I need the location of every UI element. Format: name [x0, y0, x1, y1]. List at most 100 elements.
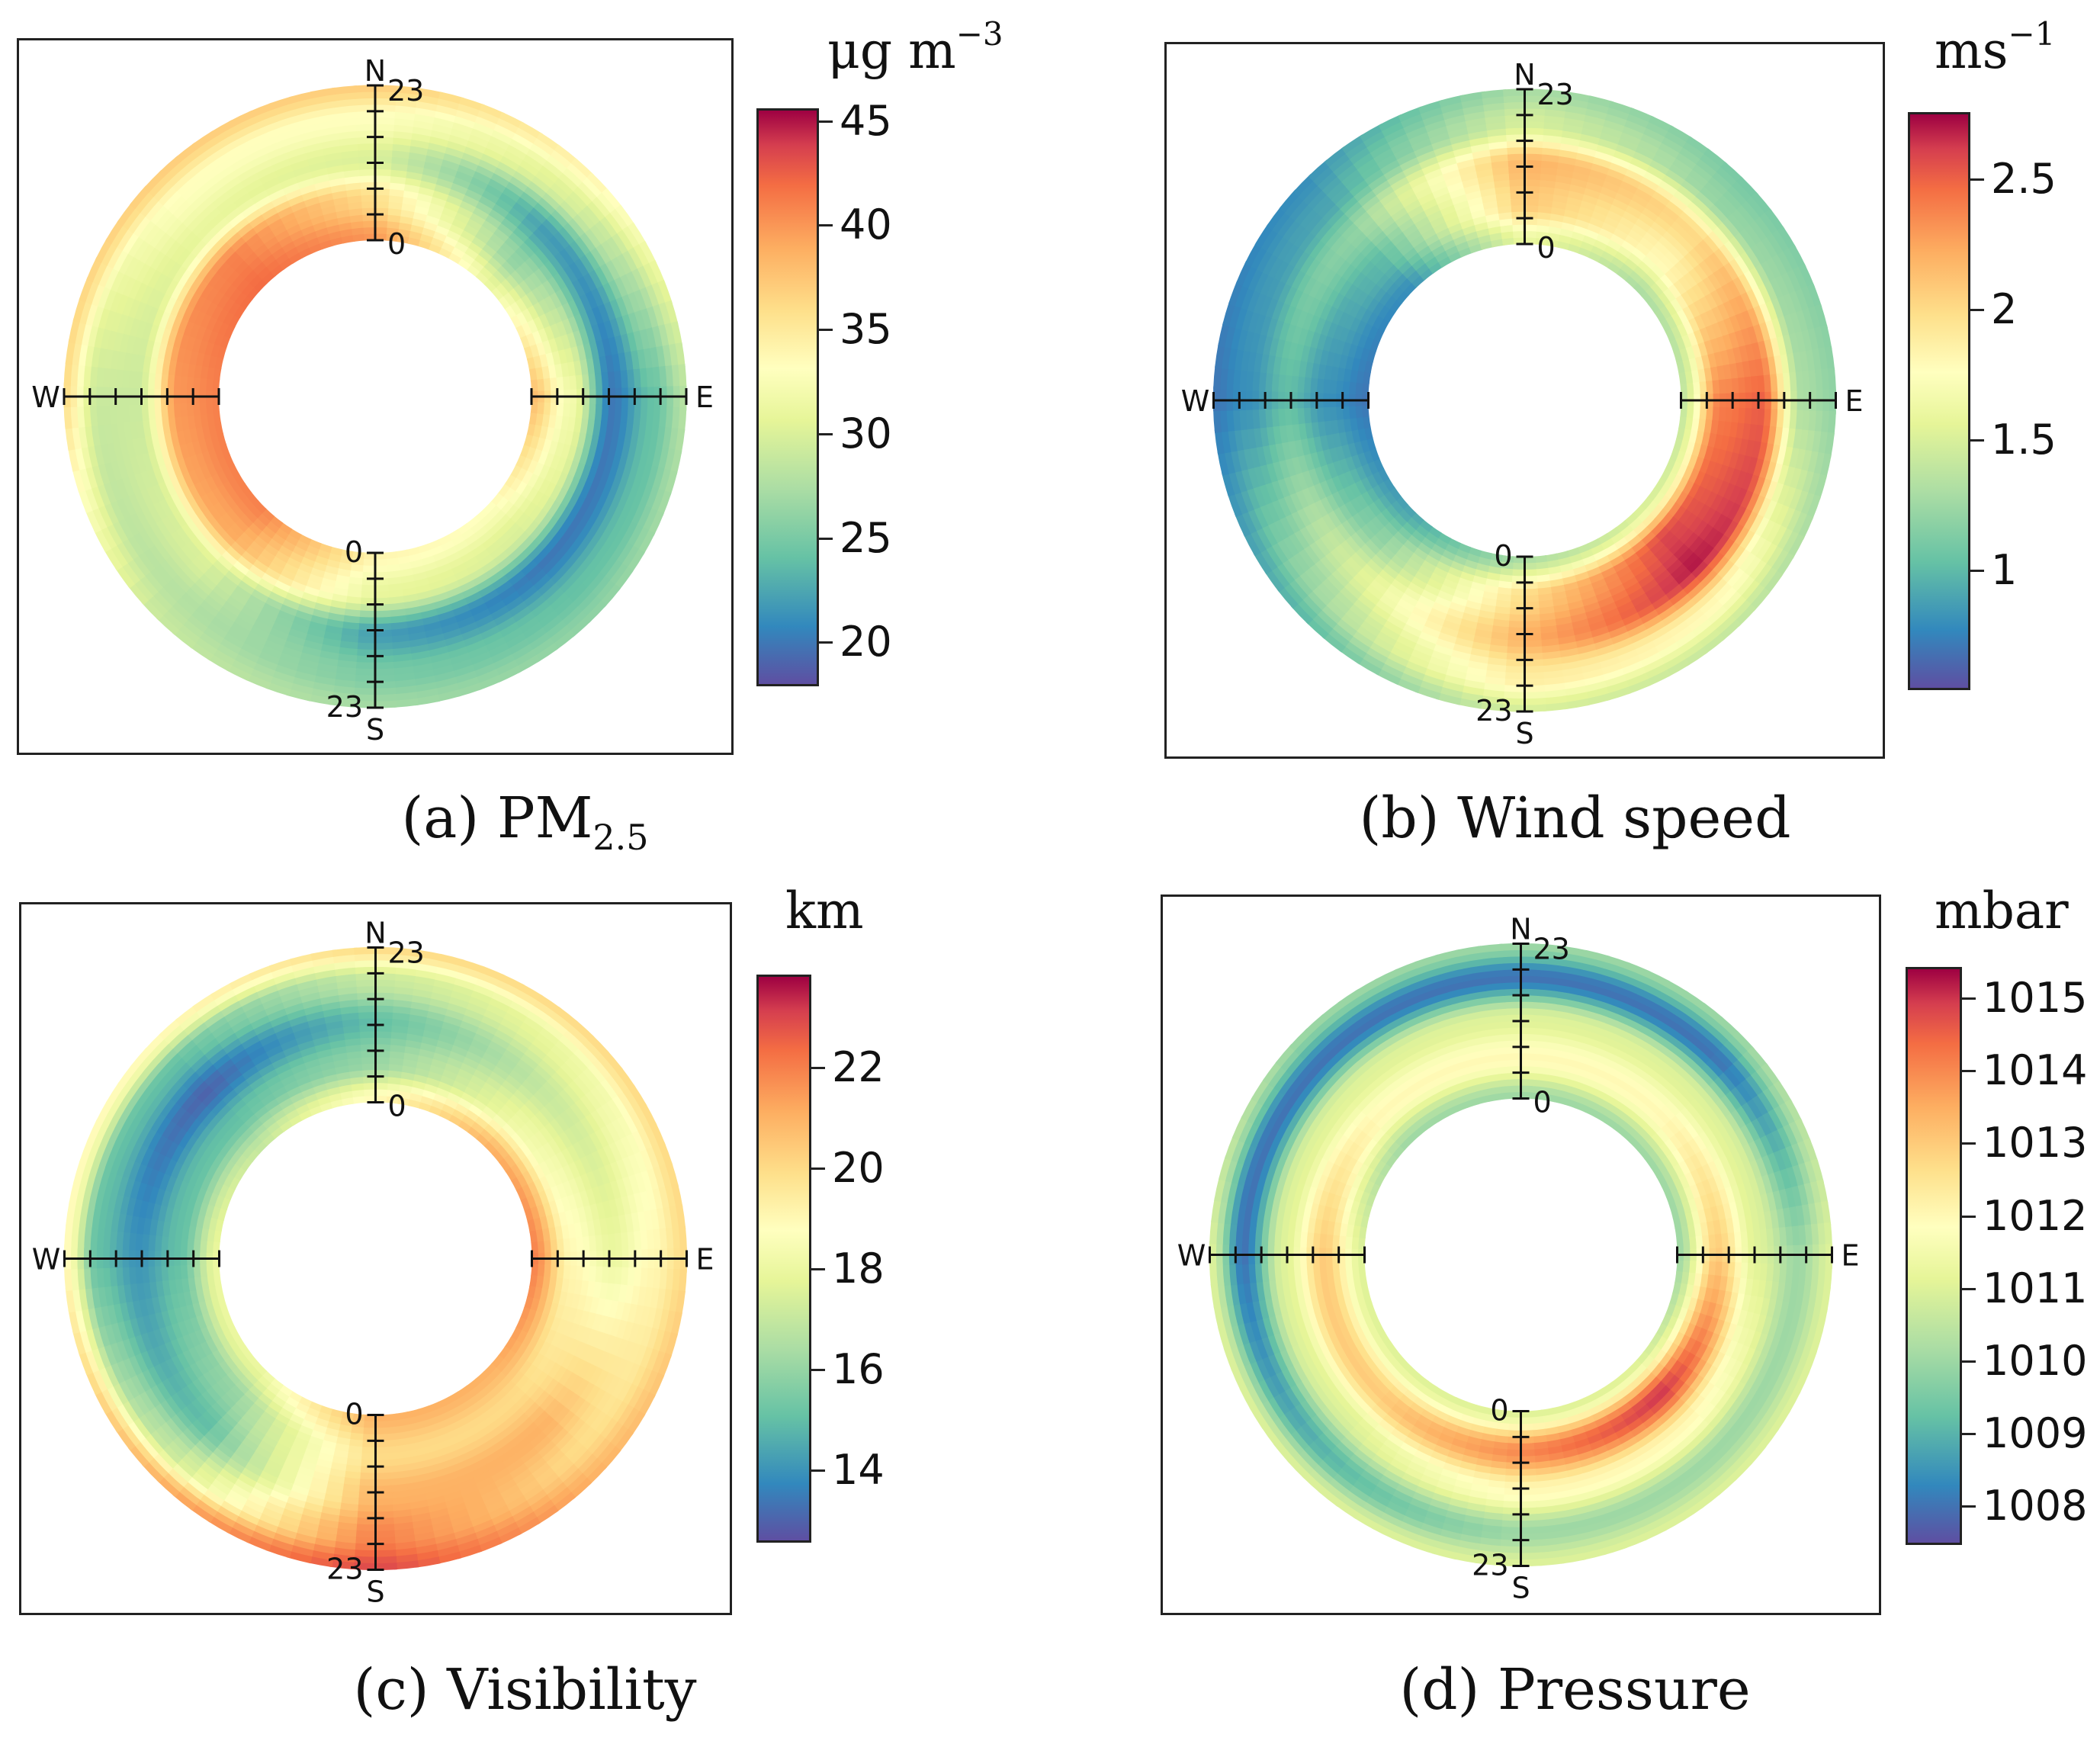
annulus-cell [1703, 368, 1713, 384]
annulus-cell [153, 386, 162, 405]
annulus-cell [1522, 588, 1539, 596]
annulus-cell [620, 545, 640, 570]
annulus-cell [1698, 570, 1718, 589]
annulus-cell [275, 1090, 292, 1104]
annulus-cell [352, 1089, 366, 1098]
annulus-cell [528, 233, 546, 251]
annulus-cell [531, 573, 551, 593]
annulus-cell [1763, 374, 1772, 395]
annulus-cell [256, 607, 278, 622]
annulus-cell [1640, 133, 1665, 150]
annulus-cell [1355, 318, 1368, 335]
annulus-cell [1589, 544, 1604, 557]
annulus-cell [454, 212, 472, 226]
annulus-cell [176, 175, 198, 196]
annulus-cell [1374, 253, 1391, 270]
annulus-cell [1602, 572, 1620, 586]
annulus-cell [419, 1101, 433, 1113]
annulus-cell [141, 320, 154, 340]
annulus-cell [352, 233, 366, 242]
annulus-cell [538, 512, 554, 531]
annulus-cell [515, 1128, 531, 1145]
annulus-cell [440, 628, 462, 641]
annulus-cell [348, 207, 364, 217]
annulus-cell [116, 271, 132, 295]
annulus-cell [552, 523, 570, 543]
annulus-cell [1777, 316, 1790, 339]
annulus-cell [615, 519, 632, 542]
annulus-cell [315, 548, 331, 560]
annulus-cell [1588, 251, 1603, 263]
annulus-cell [584, 228, 603, 250]
annulus-cell [1696, 159, 1719, 179]
annulus-cell [633, 243, 651, 269]
annulus-cell [1615, 649, 1639, 664]
annulus-cell [98, 262, 114, 287]
annulus-cell [442, 634, 464, 647]
annulus-cell [1732, 181, 1754, 204]
annulus-cell [1265, 460, 1278, 483]
annulus-cell [633, 462, 647, 486]
annulus-cell [416, 94, 442, 106]
annulus-cell [1770, 525, 1787, 550]
annulus-cell [1320, 317, 1333, 336]
annulus-cell [1682, 232, 1700, 250]
annulus-cell [533, 1164, 547, 1181]
annulus-cell [473, 207, 491, 222]
annulus-cell [1777, 226, 1797, 251]
annulus-cell [136, 261, 153, 283]
annulus-cell [265, 181, 285, 196]
annulus-cell [626, 480, 641, 504]
annulus-cell [128, 454, 141, 475]
annulus-cell [522, 502, 538, 519]
annulus-cell [307, 154, 328, 166]
annulus-cell [1709, 494, 1724, 513]
annulus-cell [564, 244, 582, 265]
annulus-cell [627, 461, 641, 484]
annulus-cell [580, 232, 598, 254]
annulus-cell [87, 323, 99, 347]
annulus-cell [1563, 587, 1581, 599]
annulus-cell [566, 445, 578, 464]
annulus-cell [301, 585, 320, 597]
annulus-cell [154, 230, 172, 252]
annulus-cell [1522, 620, 1541, 628]
annulus-cell [527, 544, 544, 562]
annulus-cell [587, 201, 608, 223]
annulus-cell [347, 1438, 363, 1447]
annulus-cell [528, 1181, 540, 1197]
annulus-cell [422, 227, 438, 239]
annulus-cell [1308, 561, 1328, 583]
annulus-cell [482, 243, 499, 259]
unit-label: ms−1 [1935, 15, 2056, 80]
annulus-cell [373, 1440, 389, 1448]
annulus-cell [430, 196, 449, 208]
annulus-cell [1290, 373, 1299, 393]
annulus-cell [1575, 152, 1597, 165]
annulus-cell [1685, 345, 1697, 361]
annulus-cell [1687, 302, 1702, 320]
annulus-cell [495, 198, 515, 214]
annulus-cell [527, 1219, 537, 1233]
annulus-cell [519, 242, 537, 259]
annulus-cell [1681, 179, 1703, 199]
annulus-cell [1673, 190, 1694, 208]
annulus-cell [614, 439, 625, 461]
annulus-cell [456, 1407, 473, 1421]
annulus-cell [1434, 249, 1450, 262]
annulus-cell [1404, 557, 1421, 572]
annulus-cell [1326, 626, 1350, 647]
annulus-cell [126, 533, 144, 557]
annulus-cell [574, 258, 591, 279]
annulus-cell [398, 222, 414, 232]
annulus-cell [1820, 325, 1832, 351]
annulus-cell [544, 1329, 557, 1347]
annulus-cell [1361, 321, 1374, 337]
annulus-cell [256, 529, 272, 544]
annulus-cell [1293, 249, 1312, 271]
annulus-cell [500, 1103, 518, 1120]
annulus-cell [1760, 260, 1777, 284]
annulus-cell [1536, 231, 1550, 239]
annulus-cell [1635, 242, 1652, 258]
annulus-cell [205, 300, 219, 317]
